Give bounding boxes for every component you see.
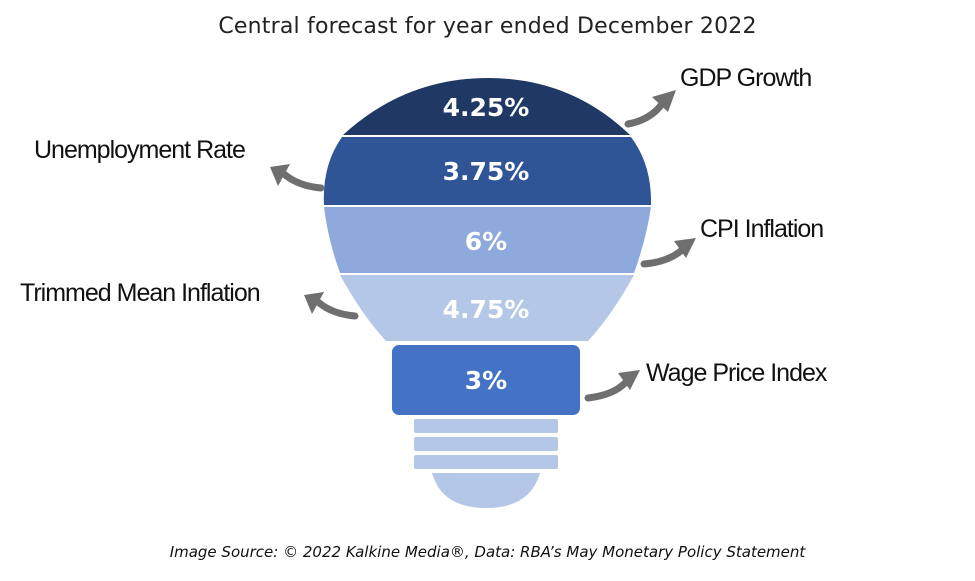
label-cpi-inflation: CPI Inflation — [700, 215, 824, 243]
label-gdp-growth: GDP Growth — [680, 64, 812, 92]
band-value-unemployment-rate: 3.75% — [443, 157, 530, 186]
arrow-cpi-inflation-icon — [640, 238, 696, 268]
band-wage-price-index — [392, 345, 580, 415]
label-unemployment-rate: Unemployment Rate — [34, 136, 246, 164]
label-trimmed-mean-inflation: Trimmed Mean Inflation — [20, 279, 261, 307]
bulb-base-stripe — [414, 455, 558, 469]
band-unemployment-rate — [323, 137, 652, 205]
bulb-base-cap — [432, 473, 540, 508]
arrow-gdp-growth-icon — [624, 90, 676, 128]
bulb-base-stripe — [414, 437, 558, 451]
band-gdp-growth — [343, 78, 630, 135]
bulb-base-stripe — [414, 419, 558, 433]
arrow-unemployment-rate-icon — [270, 164, 325, 192]
band-trimmed-mean-inflation — [340, 275, 634, 341]
band-cpi-inflation — [324, 207, 651, 273]
band-value-wage-price-index: 3% — [465, 366, 507, 395]
label-wage-price-index: Wage Price Index — [646, 359, 827, 387]
arrow-trimmed-mean-inflation-icon — [304, 292, 359, 320]
image-source-caption: Image Source: © 2022 Kalkine Media®, Dat… — [169, 543, 806, 561]
band-value-gdp-growth: 4.25% — [443, 93, 530, 122]
band-value-trimmed-mean-inflation: 4.75% — [443, 295, 530, 324]
band-value-cpi-inflation: 6% — [465, 227, 507, 256]
arrow-wage-price-index-icon — [584, 370, 640, 402]
chart-title: Central forecast for year ended December… — [218, 14, 757, 39]
